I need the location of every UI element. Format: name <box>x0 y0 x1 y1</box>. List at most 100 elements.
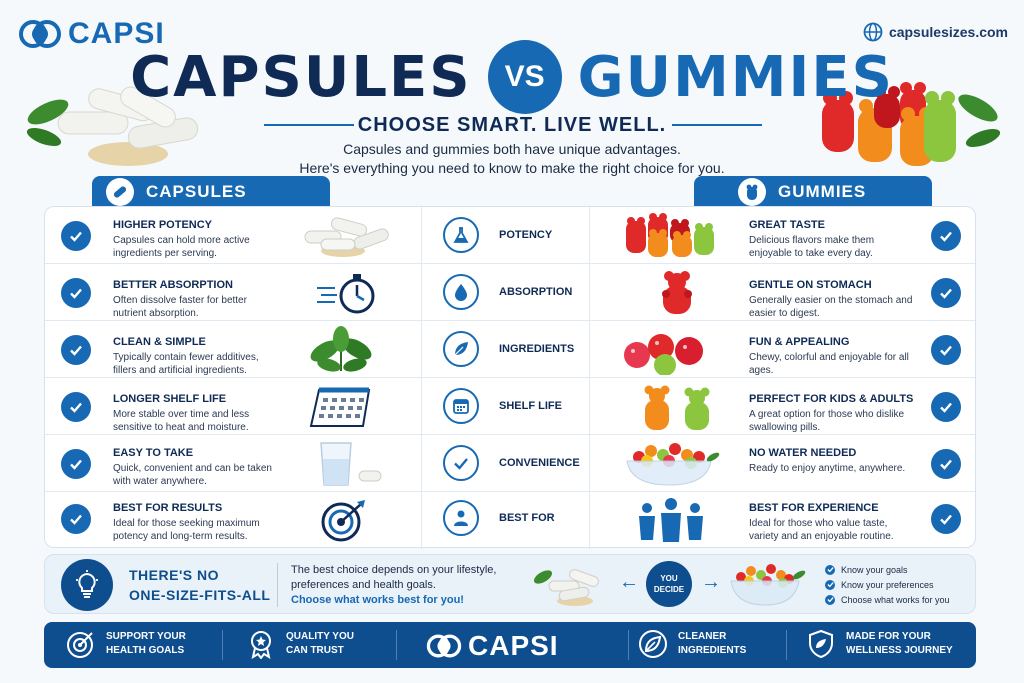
table-row: LONGER SHELF LIFE More stable over time … <box>45 378 975 435</box>
capsules-small-icon <box>533 569 599 606</box>
info-text: The best choice depends on your lifestyl… <box>291 563 521 608</box>
gummy-desc: Generally easier on the stomach and easi… <box>749 295 913 319</box>
gummy-desc: Delicious flavors make them enjoyable to… <box>749 235 875 259</box>
tab-capsules[interactable]: CAPSULES <box>92 176 330 208</box>
check-icon <box>61 221 91 251</box>
site-link[interactable]: capsulesizes.com <box>863 22 1008 42</box>
no-one-size-headline: THERE'S NO ONE-SIZE-FITS-ALL <box>129 565 271 605</box>
brand-name: CAPSI <box>68 17 165 50</box>
capsule-desc: Typically contain fewer additives, fille… <box>113 352 259 376</box>
table-row: BETTER ABSORPTION Often dissolve faster … <box>45 264 975 321</box>
footer-line-1: QUALITY YOU <box>286 631 354 642</box>
list-item: Choose what works for you <box>825 592 950 607</box>
footer-bar: SUPPORT YOUR HEALTH GOALS QUALITY YOU CAN … <box>44 622 976 668</box>
check-icon <box>931 504 961 534</box>
footer-line-1: CLEANER <box>678 631 727 642</box>
footer-divider <box>628 630 629 660</box>
headline-line-1: THERE'S NO <box>129 567 220 583</box>
info-divider <box>277 563 278 607</box>
tagline-divider-left <box>264 124 354 126</box>
goal-text: Know your preferences <box>841 579 934 590</box>
gummy-title: PERFECT FOR KIDS & ADULTS <box>749 393 914 405</box>
category-label: ABSORPTION <box>499 286 573 298</box>
footer-line-1: SUPPORT YOUR <box>106 631 186 642</box>
info-cta: Choose what works best for you! <box>291 594 464 606</box>
lightbulb-icon <box>61 559 113 611</box>
gummy-title: NO WATER NEEDED <box>749 447 857 459</box>
goal-text: Know your goals <box>841 564 908 575</box>
capsule-title: BEST FOR RESULTS <box>113 502 223 514</box>
footer-brand-name: CAPSI <box>468 630 559 661</box>
category-label: SHELF LIFE <box>499 400 562 412</box>
capsi-logo-icon <box>426 634 462 658</box>
footer-divider <box>396 630 397 660</box>
gummy-bowl-icon <box>626 443 720 486</box>
main-title: CAPSULES VS GUMMIES <box>0 40 1024 114</box>
globe-icon <box>863 22 883 42</box>
capsule-title: BETTER ABSORPTION <box>113 279 233 291</box>
headline-line-2: ONE-SIZE-FITS-ALL <box>129 587 271 603</box>
footer-logo[interactable]: CAPSI <box>426 628 559 664</box>
check-icon <box>825 579 835 590</box>
gummy-desc: Ideal for those who value taste, variety… <box>749 518 894 542</box>
table-row: EASY TO TAKE Quick, convenient and can b… <box>45 435 975 492</box>
goal-text: Choose what works for you <box>841 594 950 605</box>
capsule-title: CLEAN & SIMPLE <box>113 336 206 348</box>
capsule-desc: Capsules can hold more active ingredient… <box>113 235 250 259</box>
target-icon <box>66 629 96 659</box>
gummy-desc: Chewy, colorful and enjoyable for all ag… <box>749 352 909 376</box>
check-icon <box>931 392 961 422</box>
category-label: CONVENIENCE <box>499 457 580 469</box>
calendar-icon <box>443 388 479 424</box>
footer-line-2: CAN TRUST <box>286 645 344 656</box>
check-icon <box>61 504 91 534</box>
checkmark-icon <box>443 445 479 481</box>
footer-item-wellness: MADE FOR YOUR WELLNESS JOURNEY <box>806 629 953 659</box>
goals-list: Know your goals Know your preferences Ch… <box>825 562 950 607</box>
category-label: POTENCY <box>499 229 553 241</box>
capsule-title: LONGER SHELF LIFE <box>113 393 227 405</box>
brand-logo[interactable]: CAPSI <box>18 12 165 56</box>
footer-line-2: WELLNESS JOURNEY <box>846 645 953 656</box>
check-icon <box>61 392 91 422</box>
arrow-left-icon: ← <box>619 571 639 593</box>
stopwatch-icon <box>317 274 375 314</box>
intro-line-2: Here's everything you need to know to ma… <box>299 160 725 176</box>
gummy-bowl-small-icon <box>730 564 806 606</box>
gummy-desc: A great option for those who dislike swa… <box>749 409 905 433</box>
title-gummies: GUMMIES <box>577 44 894 110</box>
check-icon <box>931 221 961 251</box>
footer-line-1: MADE FOR YOUR <box>846 631 931 642</box>
gummy-title: BEST FOR EXPERIENCE <box>749 502 879 514</box>
decide-line-2: DECIDE <box>653 585 685 594</box>
check-icon <box>931 335 961 365</box>
category-label: INGREDIENTS <box>499 343 575 355</box>
list-item: Know your goals <box>825 562 950 577</box>
tab-gummies-label: GUMMIES <box>778 182 867 201</box>
site-url: capsulesizes.com <box>888 24 1008 40</box>
capsi-logo-icon <box>19 20 61 48</box>
tab-gummies[interactable]: GUMMIES <box>694 176 932 208</box>
intro-text: Capsules and gummies both have unique ad… <box>0 140 1024 178</box>
gummy-title: GREAT TASTE <box>749 219 825 231</box>
gummy-bear-icon <box>738 178 766 206</box>
person-icon <box>443 500 479 536</box>
decide-line-1: YOU <box>660 574 678 583</box>
capsule-desc: Often dissolve faster for better nutrien… <box>113 295 247 319</box>
check-icon <box>61 449 91 479</box>
table-row: HIGHER POTENCY Capsules can hold more ac… <box>45 207 975 264</box>
table-row: BEST FOR RESULTS Ideal for those seeking… <box>45 492 975 549</box>
footer-divider <box>222 630 223 660</box>
red-gummy-bear-icon <box>662 271 692 314</box>
footer-line-2: HEALTH GOALS <box>106 645 185 656</box>
check-icon <box>931 449 961 479</box>
vs-badge: VS <box>487 40 562 114</box>
droplet-icon <box>443 274 479 310</box>
two-gummy-bears-icon <box>644 385 710 430</box>
arrow-right-icon: → <box>701 571 721 593</box>
footer-item-quality: QUALITY YOU CAN TRUST <box>246 629 354 659</box>
leaf-icon <box>638 629 668 659</box>
title-capsules: CAPSULES <box>130 44 472 110</box>
tagline-divider-right <box>672 124 762 126</box>
capsule-desc: Ideal for those seeking maximum potency … <box>113 518 260 542</box>
